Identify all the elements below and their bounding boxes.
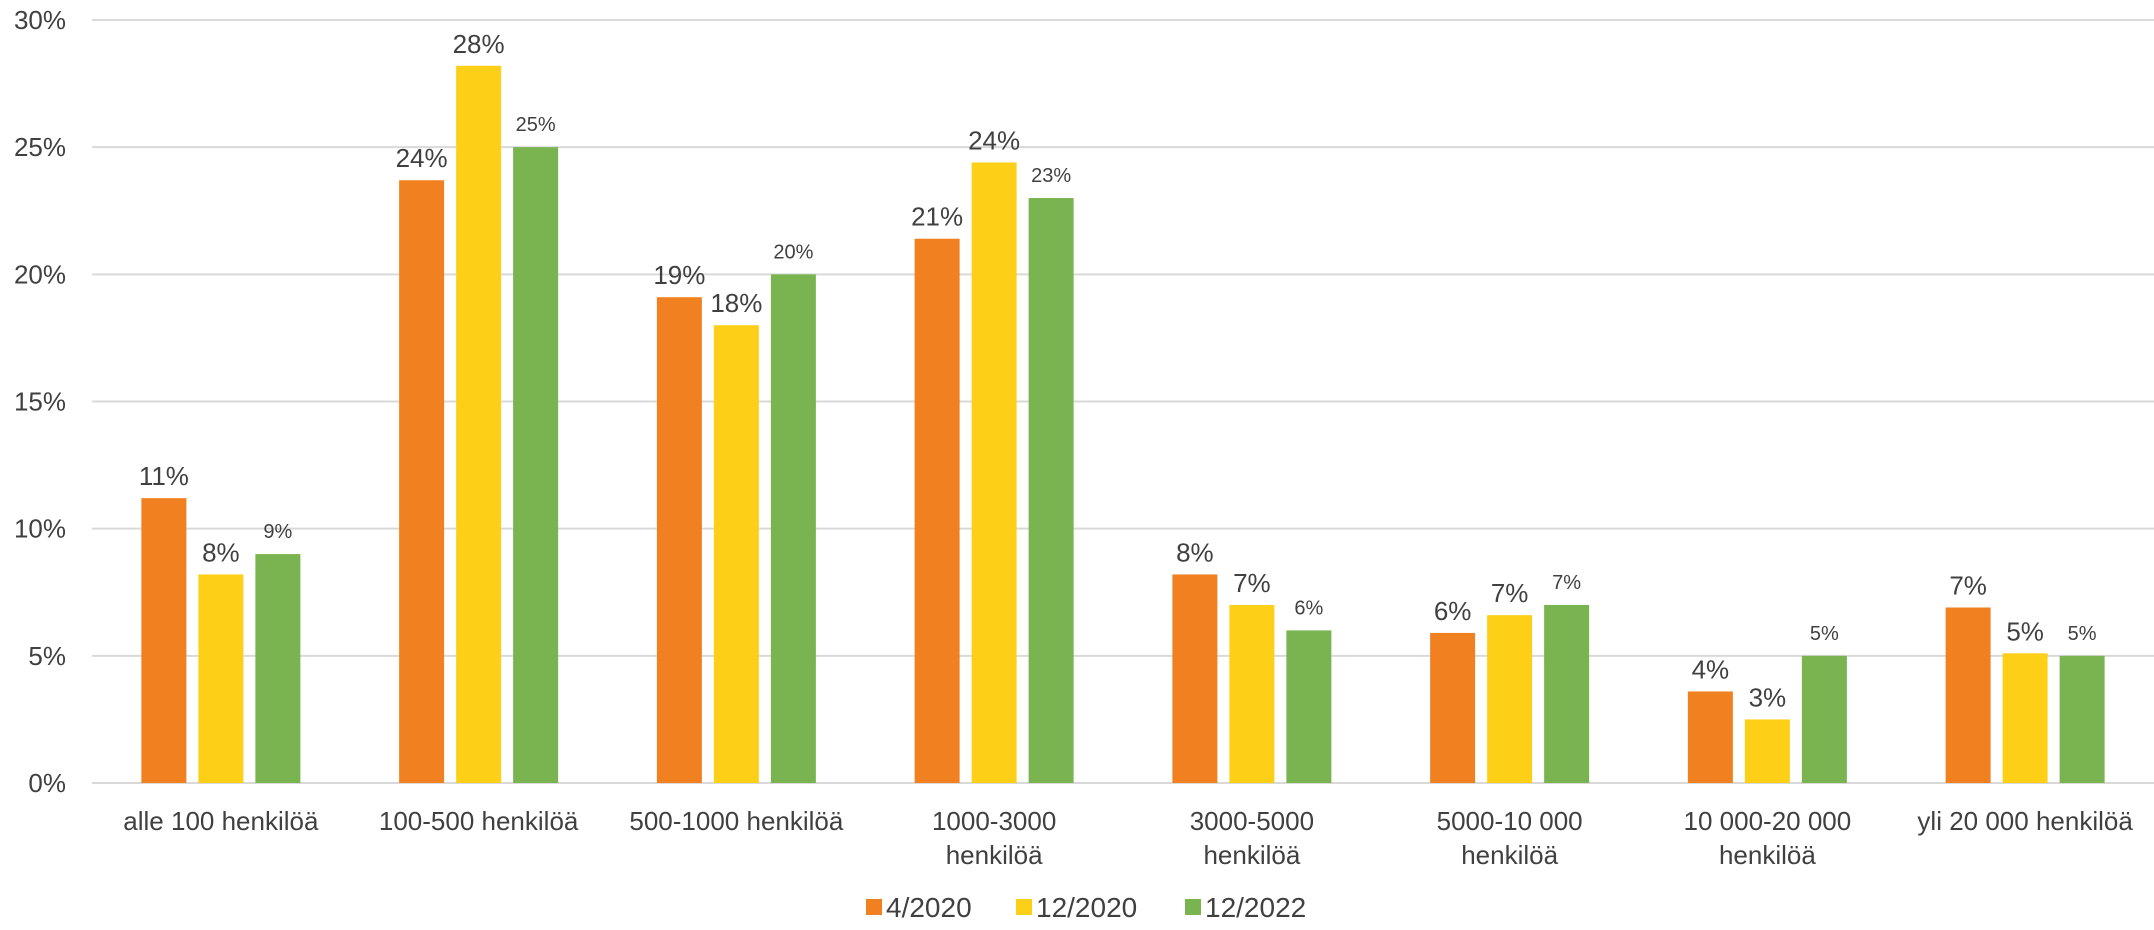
bar-12-2020-2 — [713, 325, 759, 783]
y-tick-label: 15% — [14, 387, 66, 417]
data-label: 7% — [1233, 568, 1271, 598]
x-tick-label: 10 000-20 000 henkilöä — [1684, 806, 1852, 870]
bar-12-2020-3 — [971, 162, 1017, 784]
bar-12-2022-1 — [513, 147, 559, 783]
data-label: 6% — [1434, 596, 1472, 626]
y-tick-label: 25% — [14, 132, 66, 162]
data-label: 8% — [1176, 537, 1214, 567]
data-label: 19% — [653, 260, 705, 290]
x-tick-label: 100-500 henkilöä — [379, 806, 579, 836]
bar-12-2022-4 — [1286, 630, 1332, 783]
bar-12-2020-6 — [1744, 719, 1790, 783]
data-label: 7% — [1491, 578, 1529, 608]
y-tick-label: 20% — [14, 259, 66, 289]
x-tick-label: 500-1000 henkilöä — [629, 806, 843, 836]
y-tick-label: 10% — [14, 514, 66, 544]
bar-12-2022-0 — [255, 554, 301, 783]
bar-12-2020-1 — [456, 65, 502, 783]
bar-12-2022-3 — [1028, 198, 1074, 784]
bar-4-2020-5 — [1430, 632, 1476, 783]
bar-12-2020-0 — [198, 574, 244, 783]
x-tick-label: 5000-10 000 henkilöä — [1437, 806, 1583, 870]
x-axis-ticks: alle 100 henkilöä 100-500 henkilöä 500-100… — [123, 806, 2133, 870]
bar-12-2020-5 — [1487, 615, 1533, 783]
bar-4-2020-2 — [656, 297, 702, 783]
data-label: 3% — [1749, 682, 1787, 712]
legend-swatch — [866, 899, 882, 915]
data-label: 7% — [1552, 572, 1581, 594]
bar-12-2022-2 — [770, 274, 816, 783]
data-label: 23% — [1031, 165, 1071, 187]
data-label: 5% — [1810, 623, 1839, 645]
data-label: 9% — [263, 521, 292, 543]
bar-12-2022-7 — [2059, 655, 2105, 783]
bar-4-2020-7 — [1945, 607, 1991, 783]
data-label: 4% — [1692, 654, 1730, 684]
bar-4-2020-4 — [1172, 574, 1218, 783]
x-tick-label: 1000-3000 henkilöä — [932, 806, 1056, 870]
bar-4-2020-6 — [1687, 691, 1733, 783]
x-tick-label: 3000-5000 henkilöä — [1190, 806, 1314, 870]
data-label: 25% — [516, 114, 556, 136]
bar-12-2020-7 — [2002, 653, 2048, 783]
data-label: 5% — [2006, 616, 2044, 646]
y-tick-label: 0% — [28, 768, 66, 798]
data-label: 7% — [1949, 571, 1987, 601]
data-label: 28% — [453, 29, 505, 59]
legend-swatch — [1185, 899, 1201, 915]
bar-12-2022-5 — [1544, 604, 1590, 783]
data-label: 8% — [202, 537, 240, 567]
bar-4-2020-1 — [399, 180, 445, 784]
data-label: 5% — [2068, 623, 2097, 645]
y-tick-label: 30% — [14, 5, 66, 35]
bar-12-2022-6 — [1801, 655, 1847, 783]
y-axis-ticks: 0% 5% 10% 15% 20% 25% 30% — [14, 5, 66, 798]
data-label: 6% — [1294, 597, 1323, 619]
bars — [141, 65, 2105, 784]
data-label: 20% — [773, 241, 813, 263]
bar-12-2020-4 — [1229, 604, 1275, 783]
x-tick-label: alle 100 henkilöä — [123, 806, 319, 836]
legend: 4/2020 12/2020 12/2022 — [866, 892, 1306, 923]
y-tick-label: 5% — [28, 641, 66, 671]
bar-4-2020-3 — [914, 238, 960, 783]
data-label: 24% — [968, 125, 1020, 155]
legend-label: 4/2020 — [886, 892, 972, 923]
legend-label: 12/2020 — [1036, 892, 1137, 923]
data-labels: 11% 8% 9% 24% 28% 25% 19%18% 20% 21% 24% 23% 8% 7% 6%… — [139, 29, 2097, 713]
data-label: 11% — [139, 461, 189, 491]
legend-swatch — [1016, 899, 1032, 915]
data-label: 21% — [911, 202, 963, 232]
data-label: 18% — [710, 288, 762, 318]
x-tick-label: yli 20 000 henkilöä — [1917, 806, 2133, 836]
bar-4-2020-0 — [141, 498, 187, 783]
data-label: 24% — [396, 143, 448, 173]
legend-label: 12/2022 — [1205, 892, 1306, 923]
